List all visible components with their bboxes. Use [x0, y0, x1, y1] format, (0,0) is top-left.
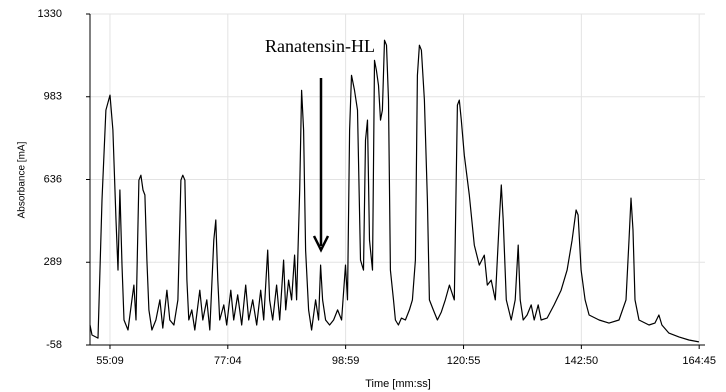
x-tick-label: 98:59 — [332, 355, 360, 367]
y-tick-label: 636 — [44, 173, 62, 185]
y-tick-label: 289 — [44, 256, 62, 268]
x-tick-label: 164:45 — [682, 355, 716, 367]
y-tick-label: 983 — [44, 91, 62, 103]
y-axis-label: Absorbance [mA] — [17, 141, 28, 218]
annotation-arrow — [312, 78, 330, 253]
x-tick-label: 55:09 — [96, 355, 124, 367]
x-tick-label: 120:55 — [447, 355, 481, 367]
annotation: Ranatensin-HL — [265, 36, 375, 56]
y-tick-label: -58 — [46, 339, 62, 351]
x-tick-label: 142:50 — [565, 355, 599, 367]
x-axis-label: Time [mm:ss] — [365, 378, 431, 390]
y-tick-label: 1330 — [38, 8, 62, 20]
x-tick-label: 77:04 — [214, 355, 242, 367]
trace-line — [89, 39, 700, 343]
